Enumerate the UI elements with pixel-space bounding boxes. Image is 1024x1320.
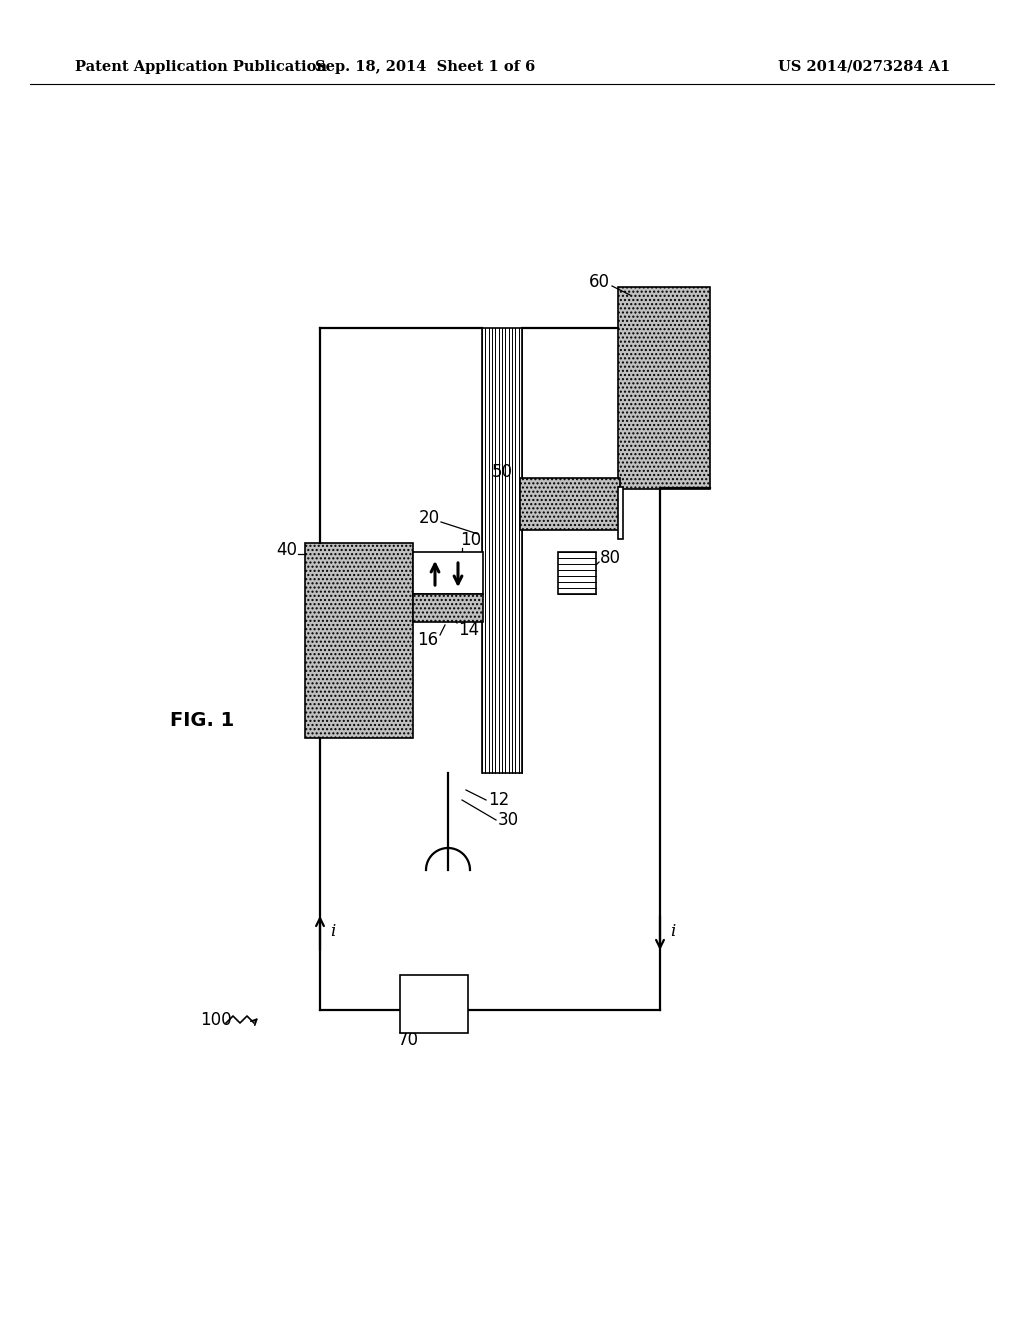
Bar [400, 975, 468, 1034]
Text: 14: 14 [458, 620, 479, 639]
Text: −: − [455, 979, 466, 993]
Bar [413, 594, 483, 622]
Text: 80: 80 [600, 549, 621, 568]
Bar [618, 487, 623, 539]
Text: 40: 40 [276, 541, 297, 558]
Text: 60: 60 [589, 273, 610, 290]
Bar [618, 286, 710, 488]
Text: 12: 12 [488, 791, 509, 809]
Text: i: i [330, 924, 336, 940]
Text: 10: 10 [460, 531, 481, 549]
Text: 30: 30 [498, 810, 519, 829]
Text: 20: 20 [419, 510, 440, 527]
Bar [305, 543, 413, 738]
Bar [520, 478, 620, 531]
Text: 50: 50 [492, 463, 513, 480]
Text: +: + [402, 979, 414, 993]
Bar [482, 327, 522, 774]
Bar [558, 552, 596, 594]
Text: 100: 100 [200, 1011, 231, 1030]
Bar [413, 552, 483, 594]
Text: 16: 16 [417, 631, 438, 649]
Text: i: i [670, 924, 676, 940]
Text: Sep. 18, 2014  Sheet 1 of 6: Sep. 18, 2014 Sheet 1 of 6 [314, 59, 536, 74]
Text: V: V [427, 998, 440, 1016]
Text: Patent Application Publication: Patent Application Publication [75, 59, 327, 74]
Text: 70: 70 [398, 1031, 419, 1049]
Text: FIG. 1: FIG. 1 [170, 710, 234, 730]
Text: US 2014/0273284 A1: US 2014/0273284 A1 [778, 59, 950, 74]
